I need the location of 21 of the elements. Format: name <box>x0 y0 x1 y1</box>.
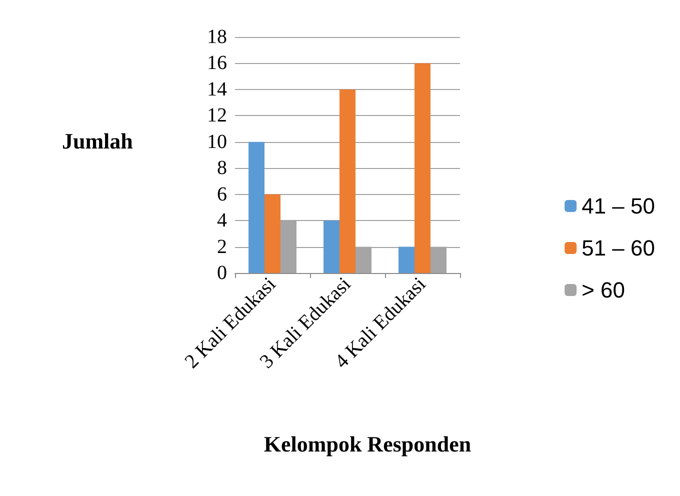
bar <box>340 89 356 273</box>
y-tick-label: 14 <box>207 78 227 100</box>
y-tick-label: 4 <box>217 210 227 232</box>
bar <box>414 63 430 273</box>
y-tick-label: 2 <box>217 236 227 258</box>
legend-label: > 60 <box>582 278 626 302</box>
y-tick-label: 10 <box>207 130 227 153</box>
legend-label: 41 – 50 <box>582 194 656 218</box>
y-tick-label: 6 <box>217 183 227 206</box>
y-axis-title: Jumlah <box>62 128 133 154</box>
y-tick-label: 18 <box>207 26 227 48</box>
y-tick-label: 0 <box>217 262 227 284</box>
y-tick-label: 8 <box>217 157 227 180</box>
bar <box>324 220 340 273</box>
bar <box>248 142 264 273</box>
legend-label: 51 – 60 <box>582 236 656 260</box>
bar <box>398 246 414 273</box>
y-tick-label: 16 <box>207 52 227 74</box>
x-axis-title: Kelompok Responden <box>264 432 472 456</box>
bar <box>264 194 280 273</box>
y-tick-label: 12 <box>207 104 227 127</box>
